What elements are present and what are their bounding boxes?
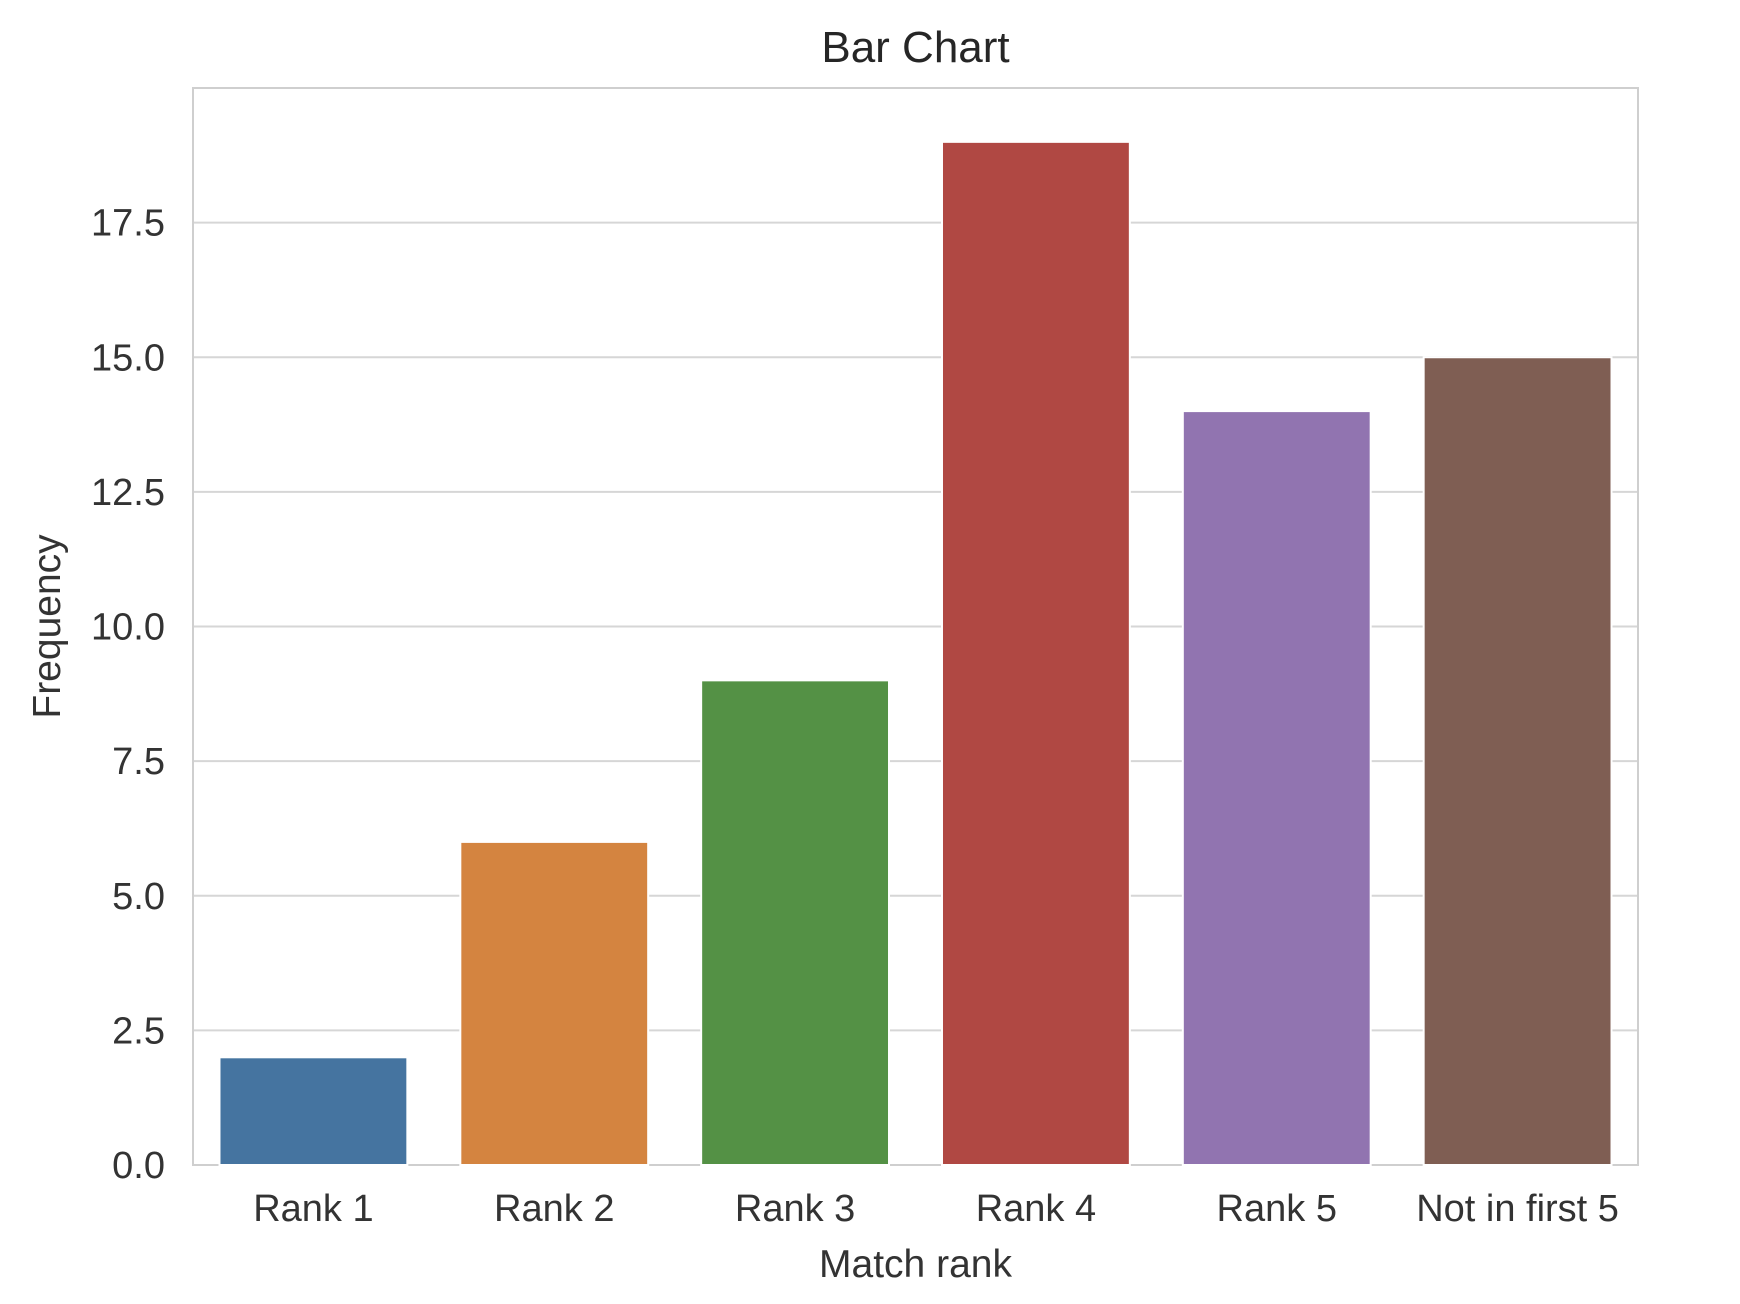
- y-tick-label: 2.5: [112, 1010, 165, 1052]
- x-axis-label: Match rank: [819, 1243, 1012, 1286]
- y-tick-label: 5.0: [112, 876, 165, 918]
- y-tick-label: 10.0: [91, 607, 165, 649]
- x-tick-label: Rank 4: [976, 1188, 1096, 1230]
- bar-not-in-first-5: [1422, 356, 1613, 1166]
- plot-area-frame: [192, 87, 1639, 1166]
- chart-title: Bar Chart: [821, 23, 1009, 72]
- bars: [218, 140, 1613, 1167]
- x-tick-label: Rank 5: [1217, 1188, 1337, 1230]
- bar-rank-5: [1181, 410, 1372, 1167]
- y-tick-label: 7.5: [112, 741, 165, 783]
- y-tick-label: 15.0: [91, 337, 165, 379]
- y-tick-labels: 0.0 2.5 5.0 7.5 10.0 12.5 15.0 17.5: [91, 203, 165, 1187]
- x-tick-label: Rank 1: [253, 1188, 373, 1230]
- bar-rank-3: [700, 679, 891, 1166]
- x-tick-labels: Rank 1 Rank 2 Rank 3 Rank 4 Rank 5 Not in fir…: [253, 1188, 1619, 1230]
- y-tick-label: 12.5: [91, 472, 165, 514]
- y-tick-label: 0.0: [112, 1145, 165, 1187]
- y-tick-label: 17.5: [91, 203, 165, 245]
- bar-rank-4: [940, 140, 1131, 1167]
- x-tick-label: Rank 3: [735, 1188, 855, 1230]
- bar-rank-1: [218, 1056, 409, 1167]
- x-tick-label: Rank 2: [494, 1188, 614, 1230]
- y-axis-label: Frequency: [26, 534, 69, 719]
- bar-rank-2: [459, 840, 650, 1167]
- x-tick-label: Not in first 5: [1416, 1188, 1619, 1230]
